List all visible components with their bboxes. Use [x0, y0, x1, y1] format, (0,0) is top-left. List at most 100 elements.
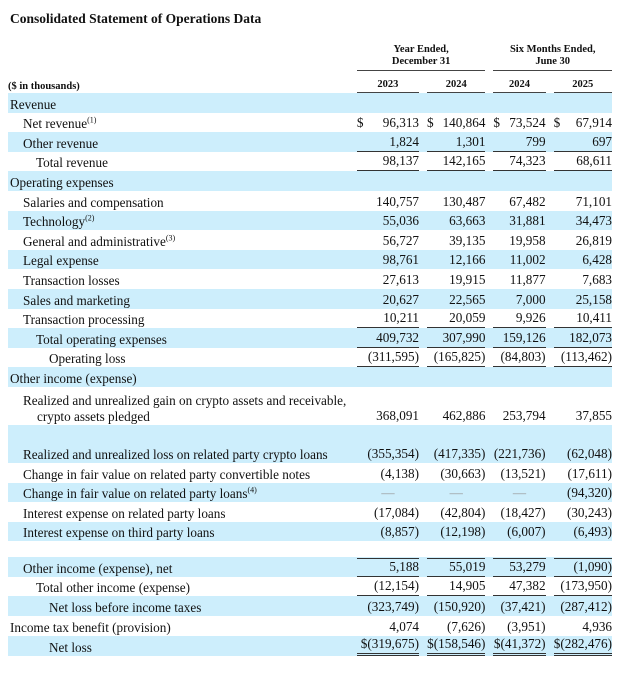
value-text: 140,757 — [376, 193, 420, 209]
value-cell: (18,427) — [485, 502, 546, 522]
value-text: 34,473 — [575, 213, 612, 229]
six-months-header: Six Months Ended, June 30 — [493, 44, 612, 71]
value-wrapper: 409,732 — [356, 330, 420, 348]
value-text: 130,487 — [442, 193, 486, 209]
value-text: 14,905 — [449, 578, 486, 594]
value-cell: (287,412) — [545, 596, 612, 617]
row-label-text: Realized and unrealized loss on related … — [23, 446, 328, 462]
row-label-text: Net loss — [49, 639, 92, 655]
row-label: General and administrative(3) — [8, 230, 349, 250]
value-text: — — [449, 485, 463, 501]
value-wrapper: 10,411 — [553, 310, 612, 329]
value-wrapper: — — [357, 485, 419, 502]
value-text: 22,565 — [449, 291, 486, 307]
value-wrapper: 53,279 — [493, 557, 546, 577]
row-label-text: Interest expense on third party loans — [23, 525, 215, 541]
value-cell: (7,626) — [419, 616, 485, 636]
value-cell: (173,950) — [546, 577, 612, 597]
value-text: (37,421) — [500, 599, 546, 615]
value-text: $(158,546) — [427, 635, 486, 651]
value-cell: (6,007) — [485, 521, 546, 542]
value-wrapper: 4,074 — [357, 619, 419, 636]
value-cell: (4,138) — [349, 463, 419, 483]
value-text: 55,019 — [449, 558, 486, 574]
row-label: Interest expense on related party loans — [8, 502, 349, 522]
units-label: ($ in thousands) — [8, 81, 80, 92]
value-wrapper: $96,313 — [357, 115, 419, 132]
value-text: 140,864 — [442, 115, 486, 131]
value-text: (84,803) — [500, 349, 546, 365]
value-cell: (30,663) — [419, 463, 485, 483]
value-cell: (84,803) — [485, 348, 546, 368]
value-text: — — [381, 485, 395, 501]
value-wrapper: (165,825) — [427, 349, 486, 368]
row-label-text: General and administrative — [23, 233, 166, 249]
value-wrapper: $67,914 — [554, 115, 612, 132]
value-text: (13,521) — [500, 465, 546, 481]
value-wrapper: 11,877 — [493, 272, 546, 289]
value-wrapper: 31,881 — [493, 213, 545, 230]
table-row: Interest expense on third party loans (8,… — [8, 521, 612, 542]
row-label: Total operating expenses — [8, 328, 349, 348]
value-cell: (37,421) — [485, 596, 546, 617]
value-text: $(41,372) — [493, 635, 546, 651]
value-cell: (42,804) — [419, 502, 485, 522]
row-label-text: Operating loss — [49, 351, 126, 367]
value-wrapper: 130,487 — [427, 193, 486, 211]
table-row: General and administrative(3) 56,727 39,13… — [8, 230, 612, 250]
operations-table: Year Ended, December 31 Six Months Ended,… — [8, 44, 612, 656]
row-label-text: Transaction losses — [23, 272, 120, 288]
value-text: $(282,476) — [553, 635, 612, 651]
value-cell: 10,411 — [546, 309, 612, 329]
value-wrapper: 63,663 — [427, 213, 485, 230]
value-cell: $96,313 — [349, 113, 419, 133]
value-cell: 9,926 — [485, 309, 546, 329]
value-wrapper: 7,000 — [493, 292, 546, 309]
value-cell: (94,320) — [545, 482, 612, 503]
value-text: 67,914 — [575, 115, 612, 131]
value-wrapper: 68,611 — [553, 153, 612, 172]
value-cell: 10,211 — [349, 309, 420, 329]
value-cell — [546, 541, 612, 557]
row-label: Operating loss — [8, 348, 349, 368]
row-label-text: Operating expenses — [10, 174, 114, 190]
value-cell: (417,335) — [419, 424, 486, 463]
value-cell: 1,301 — [419, 132, 486, 152]
value-wrapper: 98,137 — [356, 153, 420, 172]
table-row: Realized and unrealized loss on related … — [8, 424, 612, 463]
value-cell: 11,002 — [485, 249, 546, 270]
row-label: Total other income (expense) — [8, 577, 349, 597]
value-wrapper: 7,683 — [554, 272, 612, 289]
table-row: Change in fair value on related party lo… — [8, 482, 612, 503]
value-cell: — — [348, 482, 420, 503]
row-label: Other income (expense), net — [8, 557, 349, 577]
value-wrapper: (323,749) — [357, 599, 419, 616]
value-wrapper: 253,794 — [493, 408, 546, 425]
value-text: 63,663 — [449, 213, 486, 229]
value-text: 19,915 — [449, 271, 486, 287]
value-wrapper: 98,761 — [357, 252, 419, 269]
value-cell: 12,166 — [419, 249, 486, 270]
value-text: (311,595) — [367, 349, 420, 365]
row-label-text: Salaries and compensation — [23, 194, 164, 210]
value-text: 67,482 — [509, 193, 546, 209]
value-wrapper: (311,595) — [356, 349, 420, 368]
value-cell: 67,482 — [485, 191, 545, 211]
value-cell: (165,825) — [419, 348, 486, 368]
value-cell — [419, 93, 486, 113]
value-text: 56,727 — [382, 232, 420, 248]
value-text: (323,749) — [367, 599, 420, 615]
value-text: 462,886 — [442, 407, 486, 423]
value-wrapper: 20,059 — [427, 310, 486, 329]
value-wrapper: 14,905 — [427, 578, 486, 597]
value-text: 10,211 — [383, 310, 420, 326]
value-cell — [485, 367, 546, 387]
row-label-text: Change in fair value on related party co… — [23, 466, 311, 482]
value-text: (165,825) — [433, 349, 486, 365]
value-cell: (355,354) — [348, 424, 420, 463]
value-cell — [348, 367, 420, 387]
table-row: Operating loss (311,595) (165,825) (84,803)… — [8, 348, 612, 368]
value-wrapper: (113,462) — [553, 349, 612, 368]
value-wrapper: $140,864 — [427, 115, 485, 132]
value-cell: 182,073 — [545, 328, 612, 348]
